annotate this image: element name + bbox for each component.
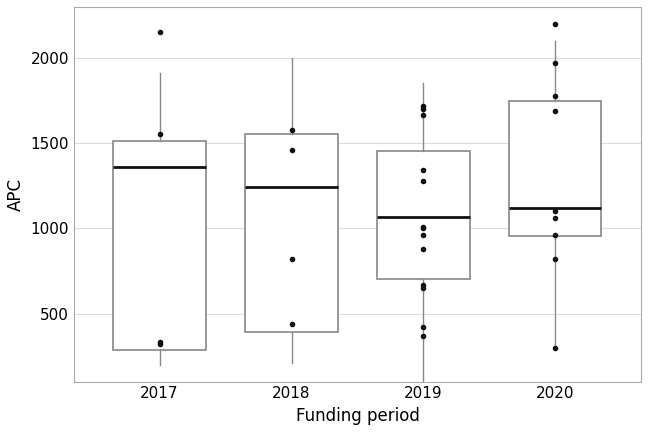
X-axis label: Funding period: Funding period (295, 407, 419, 425)
PathPatch shape (377, 151, 470, 280)
PathPatch shape (509, 102, 601, 236)
PathPatch shape (246, 134, 338, 332)
PathPatch shape (113, 142, 206, 350)
Y-axis label: APC: APC (7, 178, 25, 211)
